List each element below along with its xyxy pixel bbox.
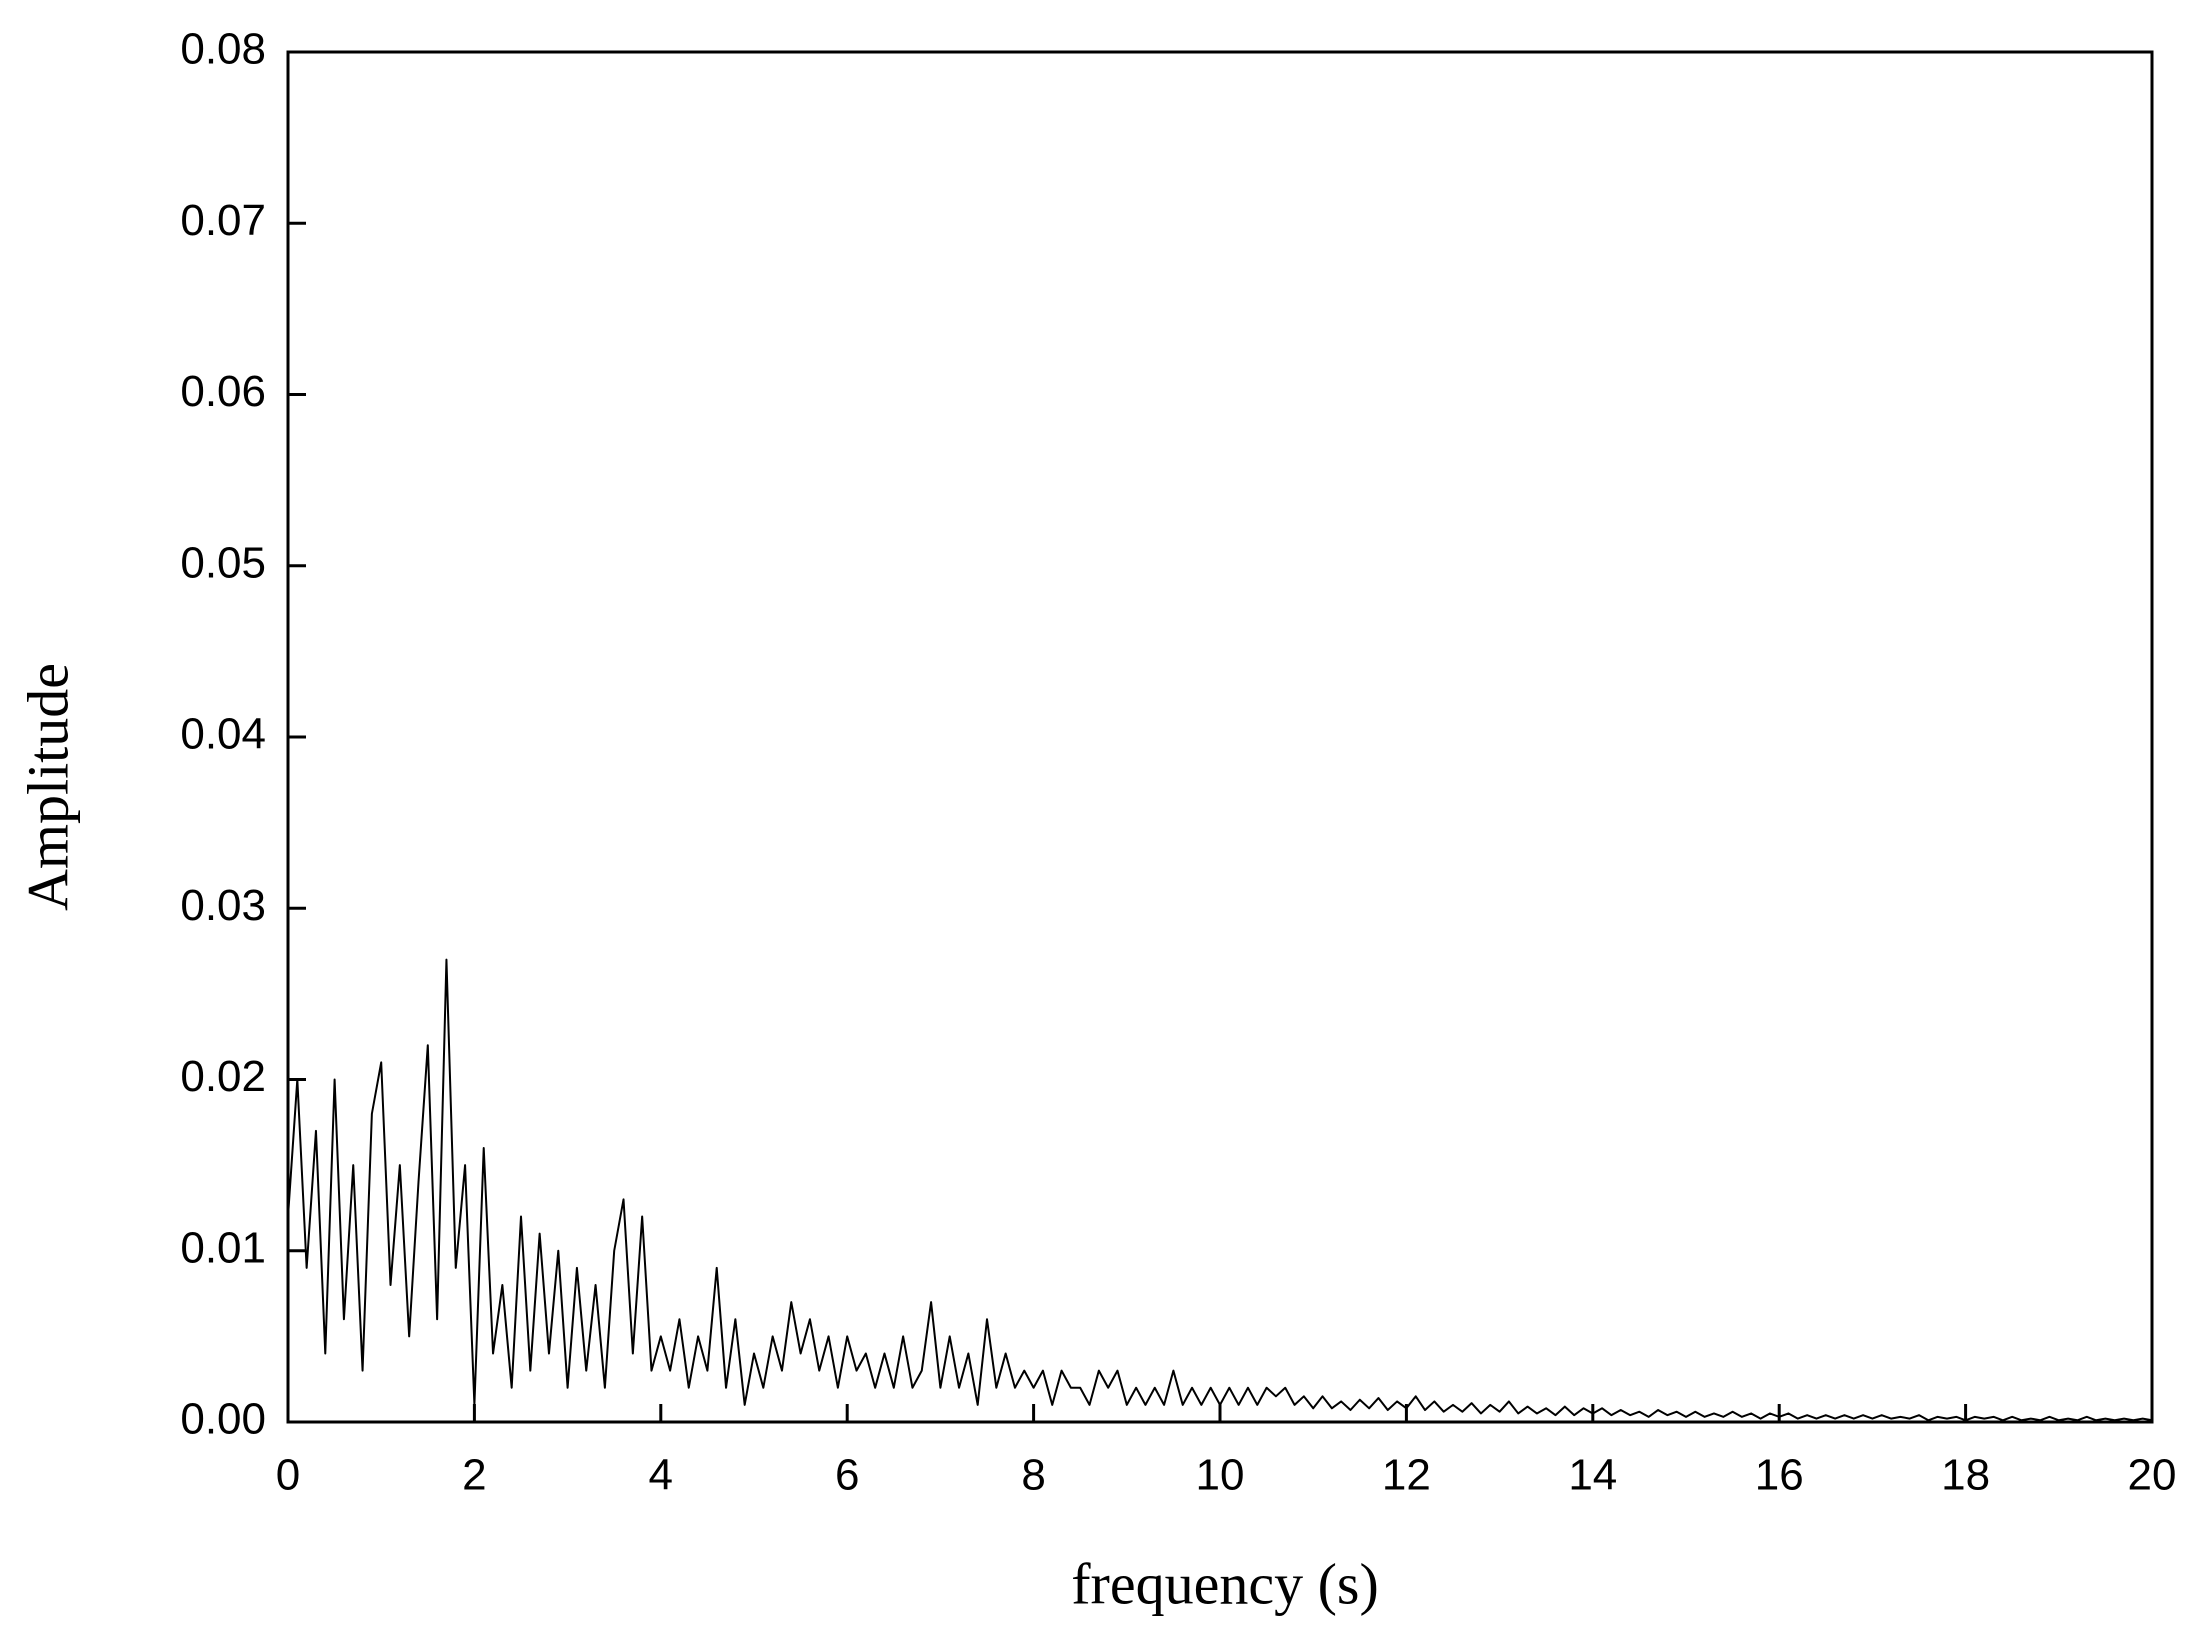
y-axis-label: Amplitude xyxy=(15,663,80,911)
data-line xyxy=(287,958,2153,1422)
y-tick-label: 0.06 xyxy=(180,367,266,416)
x-tick-label: 6 xyxy=(835,1451,859,1500)
x-tick-label: 4 xyxy=(649,1451,673,1500)
plot-frame xyxy=(286,50,2154,1424)
y-tick-label: 0.04 xyxy=(180,710,266,759)
x-tick-label: 16 xyxy=(1755,1451,1804,1500)
y-tick-label: 0.05 xyxy=(180,538,266,587)
y-tick-label: 0.00 xyxy=(180,1395,266,1444)
y-tick-label: 0.01 xyxy=(180,1223,266,1272)
x-tick-label: 20 xyxy=(2128,1451,2177,1500)
x-tick-label: 14 xyxy=(1568,1451,1617,1500)
x-tick-label: 8 xyxy=(1021,1451,1045,1500)
x-tick-label: 12 xyxy=(1382,1451,1431,1500)
y-tick-label: 0.03 xyxy=(180,881,266,930)
x-axis-label: frequency (s) xyxy=(1071,1551,1379,1616)
x-tick-label: 10 xyxy=(1196,1451,1245,1500)
x-tick-label: 18 xyxy=(1941,1451,1990,1500)
x-tick-label: 0 xyxy=(276,1451,300,1500)
y-tick-label: 0.08 xyxy=(180,25,266,74)
y-tick-label: 0.02 xyxy=(180,1052,266,1101)
y-tick-label: 0.07 xyxy=(180,196,266,245)
x-tick-label: 2 xyxy=(462,1451,486,1500)
